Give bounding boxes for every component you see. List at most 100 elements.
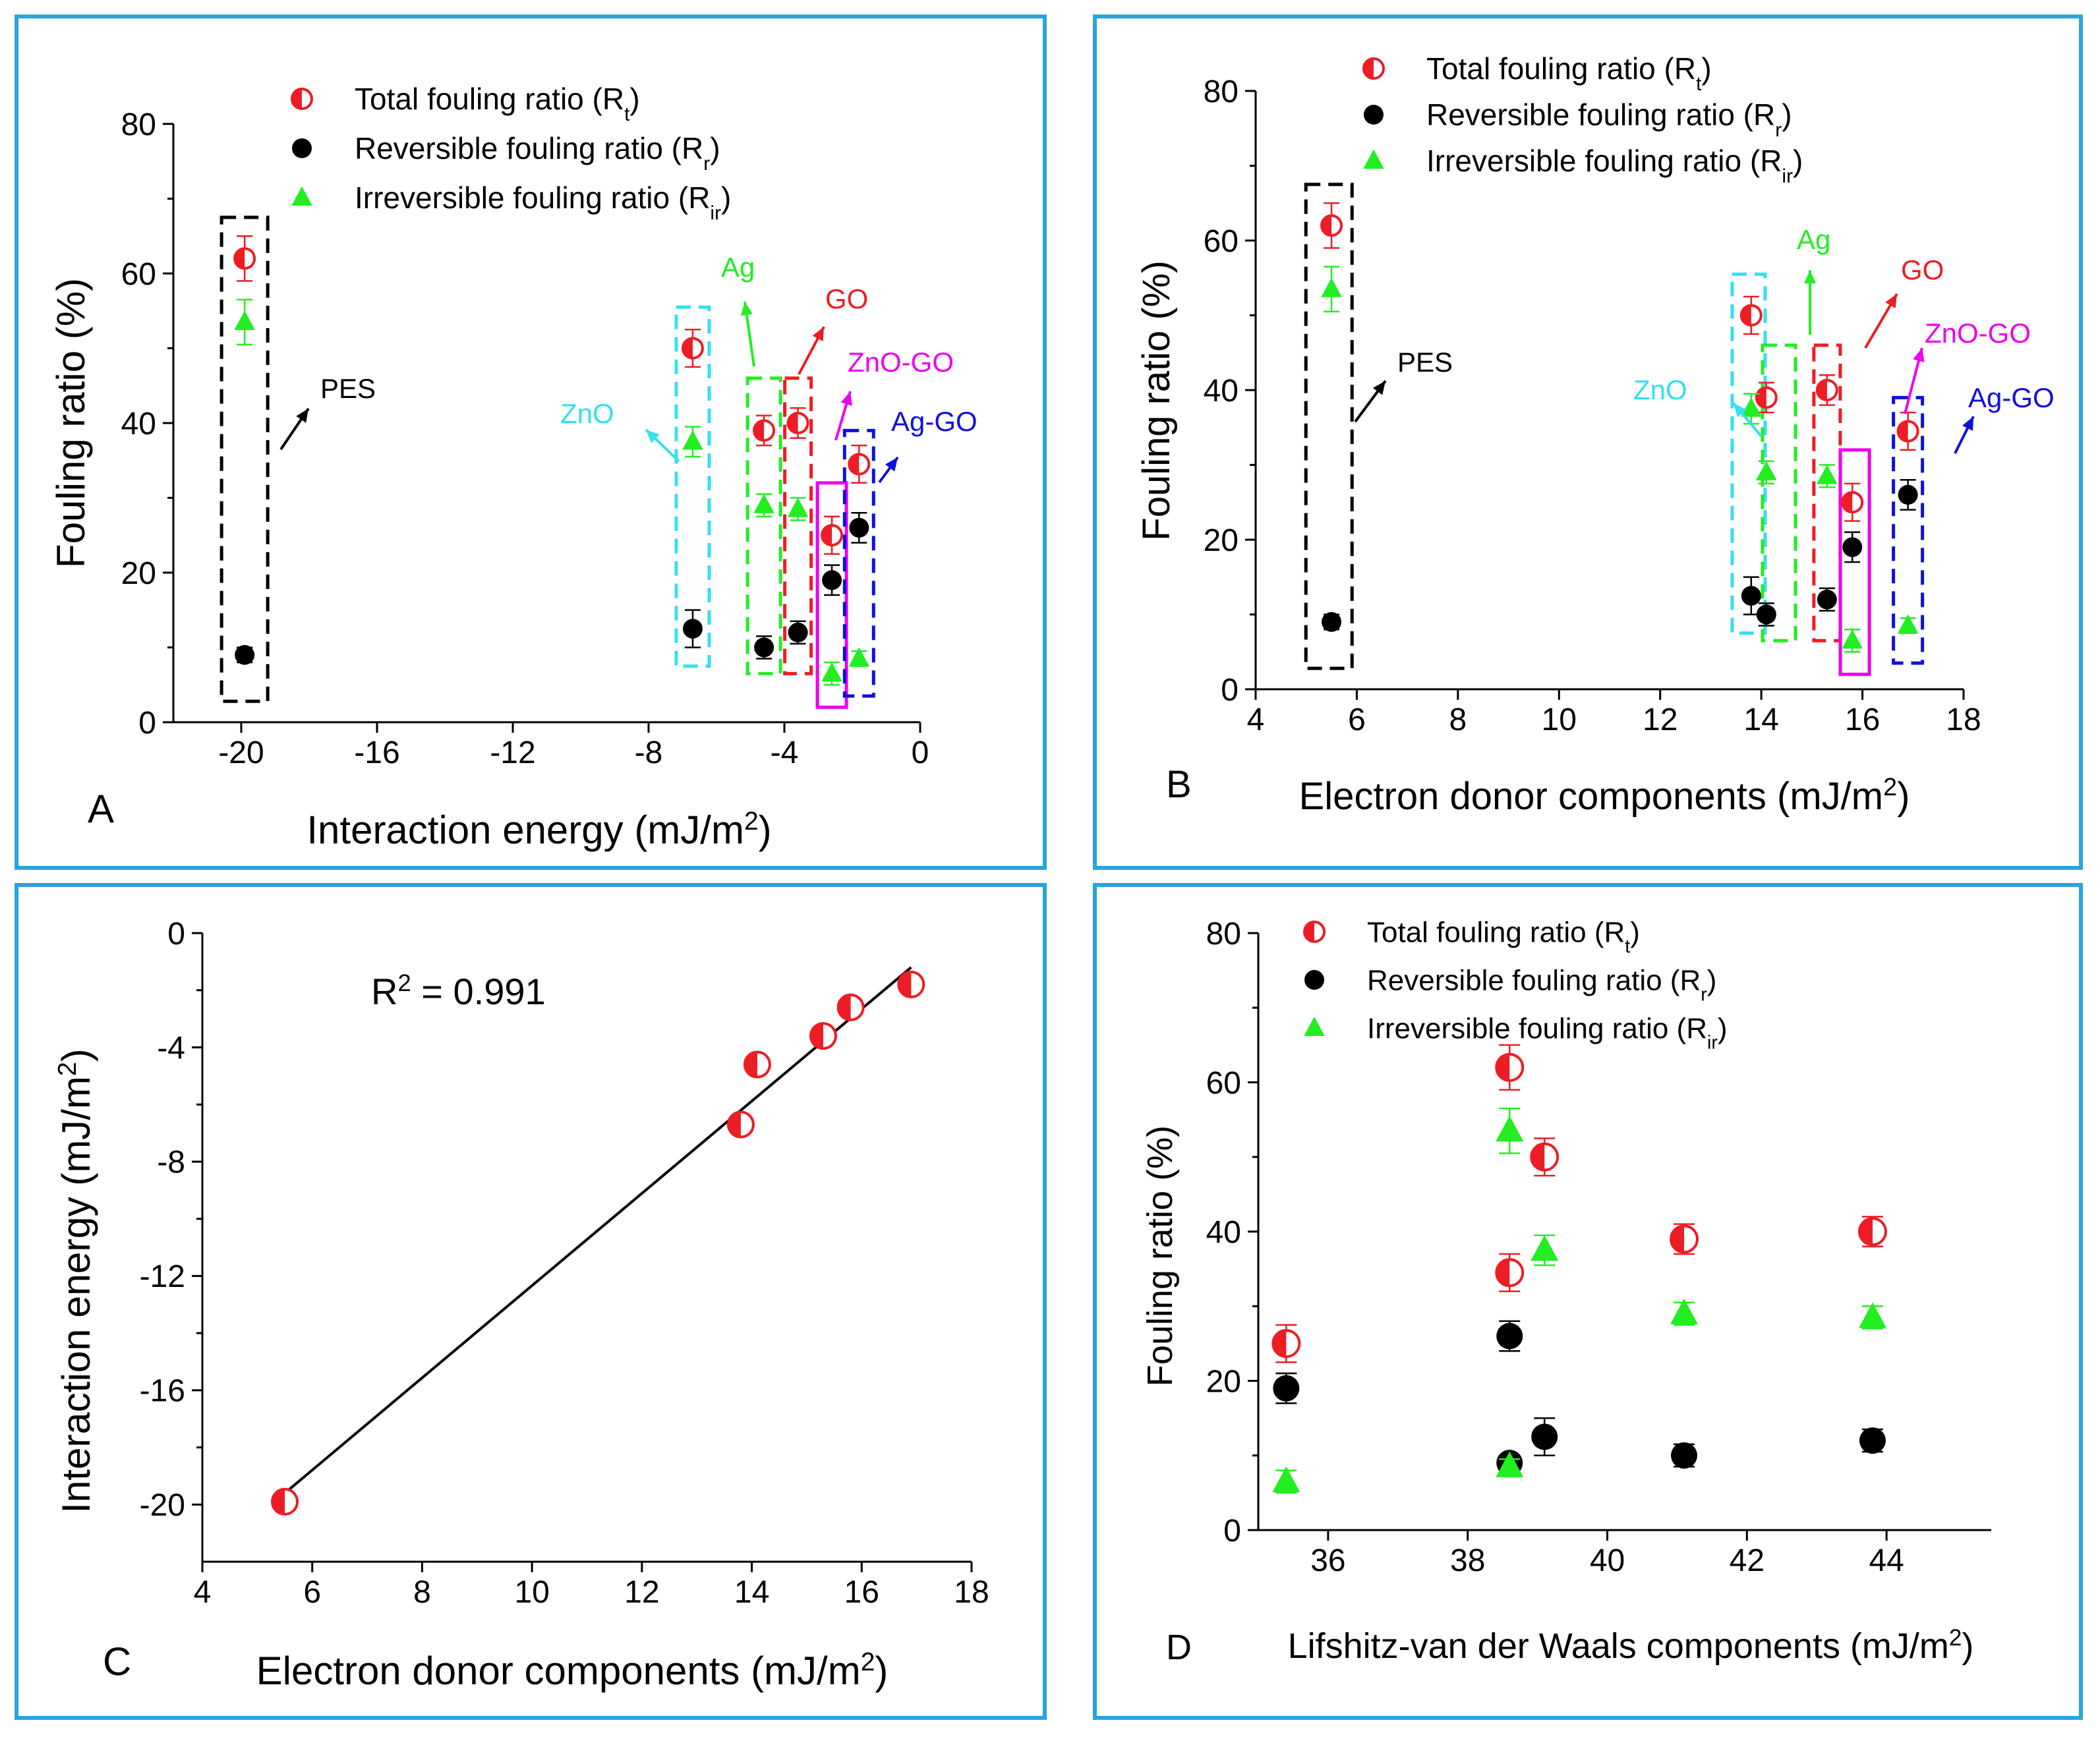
legend-reversible-marker (292, 138, 312, 158)
y-tick-label: 60 (1206, 1066, 1241, 1100)
x-tick-label: -16 (354, 735, 399, 770)
point-reversible (822, 570, 842, 590)
panel-d: 36 38 40 42 44 0 20 40 60 80 Lifshitz-van der Waal… (1093, 883, 2083, 1720)
x-tick-label: 42 (1730, 1543, 1765, 1578)
legend: Total fouling ratio (Rt)Reversible fouli… (1362, 51, 1803, 187)
point-irreversible (682, 430, 703, 450)
arrow-pes-head (296, 409, 308, 423)
chart-d-svg: 36 38 40 42 44 0 20 40 60 80 Lifshitz-van der Waal… (1140, 916, 1991, 1667)
x-tick-label: -20 (218, 735, 264, 770)
arrow-go (798, 326, 825, 375)
y-tick-label: 40 (121, 407, 156, 441)
arrow-zno-head (646, 430, 660, 443)
point-total-half (1273, 1330, 1287, 1357)
point-total (821, 524, 844, 547)
arrow-pes-head (1372, 381, 1385, 395)
point-interaction-energy-half (810, 1023, 823, 1049)
y-tick-label: 0 (1223, 1514, 1241, 1549)
point-interaction-energy (726, 1110, 755, 1139)
x-tick-label: 44 (1869, 1543, 1904, 1578)
point-total-half (1741, 305, 1751, 326)
arrow-zno-go (834, 391, 852, 441)
arrow-ag-go (878, 456, 899, 484)
arrow-zno (645, 428, 680, 463)
label-zno-go: ZnO-GO (848, 347, 954, 378)
arrow-ag-head (1804, 270, 1816, 283)
y-axis-label: Fouling ratio (%) (1135, 260, 1178, 540)
arrow-go-head (1885, 294, 1897, 308)
point-irreversible (1817, 465, 1838, 484)
y-tick-label: 80 (1206, 917, 1241, 952)
point-total-half (1531, 1143, 1545, 1170)
point-reversible (1322, 612, 1342, 632)
x-tick-label: 12 (1643, 702, 1677, 737)
series-total (233, 235, 871, 555)
point-total (1271, 1328, 1301, 1358)
x-tick-label: -12 (490, 735, 535, 770)
x-tick-label: 8 (413, 1575, 431, 1610)
point-reversible (235, 644, 255, 665)
point-total-half (822, 525, 832, 546)
arrow-zno-go-head (1913, 348, 1925, 362)
arrow-ag (1804, 270, 1816, 335)
point-interaction-energy-half (744, 1052, 757, 1077)
group-box-zno (674, 305, 711, 668)
panel-c: 4 6 8 10 12 14 16 18 0 -4 -8 -12 -16 -20 Electron dono… (15, 883, 1047, 1720)
label-pes: PES (1397, 347, 1453, 378)
panel-letter: A (88, 787, 114, 831)
x-tick-label: 36 (1310, 1543, 1345, 1578)
label-ag-go: Ag-GO (891, 406, 977, 437)
x-axis-label: Electron donor components (mJ/m2) (256, 1648, 889, 1694)
x-tick-label: 8 (1449, 702, 1467, 737)
x-axis-label: Interaction energy (mJ/m2) (306, 807, 771, 853)
point-total-half (1496, 1259, 1510, 1286)
arrow-zno-go (1904, 347, 1925, 414)
x-tick-label: 18 (1946, 702, 1981, 737)
x-axis-label: Lifshitz-van der Waals components (mJ/m2… (1288, 1625, 1974, 1666)
point-total-half (235, 248, 245, 269)
arrow-ag (740, 301, 755, 367)
point-total-half (1671, 1226, 1685, 1253)
x-tick-label: 10 (1542, 702, 1577, 737)
point-irreversible (787, 498, 809, 517)
point-irreversible (1670, 1298, 1699, 1324)
point-irreversible (234, 310, 255, 330)
y-tick-label: 60 (121, 257, 156, 292)
panel-a: -20 -16 -12 -8 -4 0 0 20 40 60 80 Interaction energ… (15, 14, 1047, 870)
legend-reversible-marker (1364, 105, 1384, 125)
point-total (1755, 386, 1778, 409)
series-irreversible (1272, 1107, 1886, 1494)
point-irreversible (1858, 1302, 1886, 1328)
y-tick-label: -8 (157, 1145, 185, 1180)
point-interaction-energy-half (898, 972, 912, 998)
group-box-zno-go (815, 481, 848, 709)
point-reversible (1842, 537, 1863, 557)
point-irreversible (1496, 1451, 1524, 1477)
x-tick-label: 0 (912, 735, 929, 770)
y-tick-label: -12 (140, 1259, 185, 1294)
point-interaction-energy (809, 1022, 837, 1050)
point-total-half (849, 454, 860, 474)
point-total (1495, 1258, 1525, 1288)
point-irreversible (848, 647, 870, 667)
point-irreversible (753, 494, 774, 513)
group-box-go (783, 376, 813, 675)
x-tick-label: -4 (771, 735, 799, 770)
y-tick-label: 40 (1204, 374, 1239, 409)
group-box-ag (1761, 343, 1797, 642)
point-reversible (788, 622, 808, 642)
legend-total-label: Total fouling ratio (Rt) (1367, 916, 1640, 957)
point-interaction-energy-half (272, 1489, 285, 1514)
x-tick-label: -8 (635, 735, 663, 770)
y-tick-label: 0 (167, 917, 185, 952)
x-tick-label: 18 (954, 1575, 989, 1610)
point-irreversible (1496, 1116, 1524, 1142)
legend-total-marker (291, 88, 313, 110)
y-tick-label: 60 (1204, 224, 1239, 259)
point-interaction-energy-half (728, 1112, 741, 1137)
point-interaction-energy (897, 971, 925, 999)
point-total (1320, 214, 1343, 237)
y-tick-label: -4 (157, 1031, 185, 1066)
point-total (1670, 1224, 1699, 1254)
y-tick-label: 80 (121, 107, 156, 142)
